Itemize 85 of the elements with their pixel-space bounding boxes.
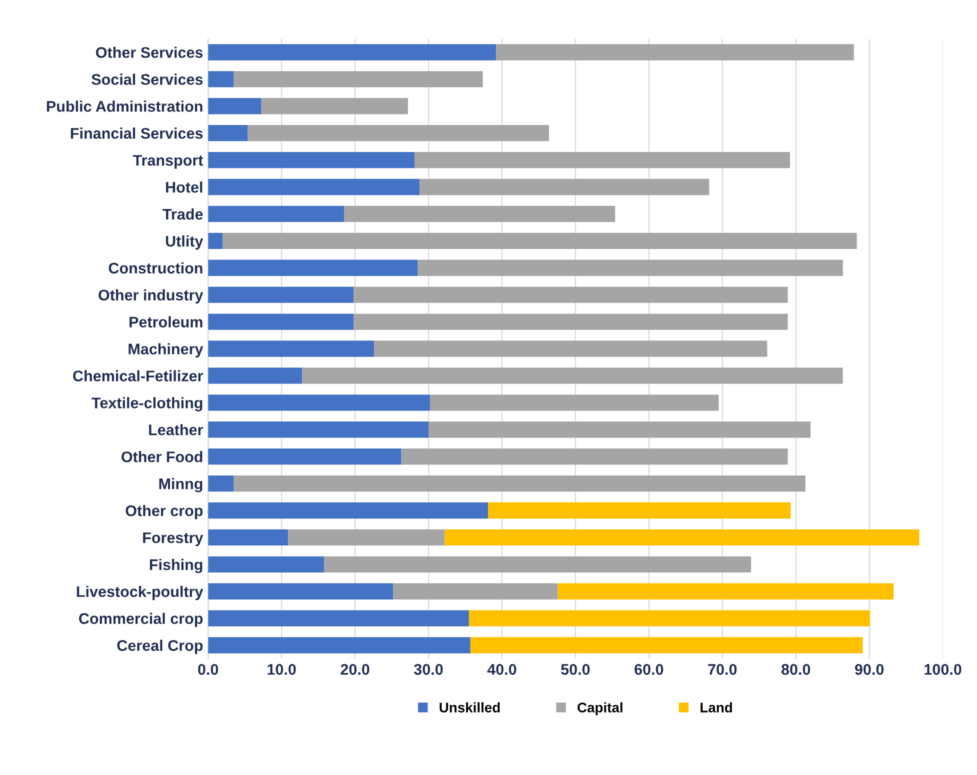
bar — [414, 152, 790, 168]
bar — [208, 260, 418, 276]
bar — [222, 232, 857, 250]
y-tick-label: Other crop — [126, 504, 203, 520]
y-tick-label: Leather — [149, 424, 204, 436]
bar — [208, 583, 394, 600]
bar — [302, 368, 843, 384]
bar — [417, 260, 843, 276]
bar — [261, 98, 408, 114]
bar — [208, 475, 234, 492]
bar — [208, 368, 302, 384]
x-tick-label: 70.0 — [708, 664, 737, 675]
bar — [430, 394, 719, 411]
bar — [324, 556, 752, 572]
bar — [248, 125, 550, 142]
y-tick-label: Social Services — [92, 74, 203, 85]
bar — [234, 475, 806, 492]
bar — [496, 44, 854, 60]
bar — [558, 583, 894, 600]
bar — [208, 71, 234, 88]
bar — [468, 610, 870, 626]
y-tick-label: Chemical-Fetilizer — [73, 370, 204, 382]
legend-label: Capital — [578, 702, 622, 716]
bar — [208, 556, 324, 572]
legend-label: Land — [700, 702, 732, 712]
bar — [393, 583, 558, 600]
legend-label: Unskilled — [440, 702, 500, 712]
y-tick-label: Minng — [159, 478, 202, 492]
bar — [208, 178, 420, 196]
bar — [428, 422, 811, 438]
bar — [288, 529, 445, 546]
x-tick-label: 20.0 — [340, 664, 370, 675]
bar — [354, 314, 788, 330]
x-tick-label: 60.0 — [634, 664, 664, 675]
y-tick-label: Fishing — [150, 558, 202, 574]
bar — [234, 71, 483, 88]
y-tick-label: Public Administration — [46, 100, 202, 112]
bar — [420, 178, 710, 196]
bar — [208, 152, 415, 168]
bar — [208, 422, 429, 438]
y-tick-label: Machinery — [128, 343, 204, 358]
y-tick-label: Financial Services — [70, 128, 203, 139]
bar — [208, 610, 469, 626]
bar — [208, 286, 354, 303]
x-tick-label: 90.0 — [855, 664, 884, 675]
x-tick-label: 100.0 — [924, 664, 962, 675]
y-tick-label: Trade — [162, 208, 203, 220]
y-tick-label: Construction — [108, 262, 202, 274]
y-tick-label: Commercial crop — [79, 612, 203, 628]
bar — [374, 340, 768, 357]
x-tick-label: 0.0 — [198, 664, 218, 675]
bar — [208, 448, 402, 465]
bar — [208, 340, 374, 357]
y-tick-label: Other Food — [122, 451, 202, 462]
bar — [208, 637, 470, 654]
bar — [208, 502, 488, 519]
bar — [470, 637, 863, 654]
y-tick-label: Other industry — [98, 289, 204, 304]
x-tick-label: 10.0 — [268, 664, 296, 675]
x-tick-label: 80.0 — [781, 664, 810, 675]
bar — [488, 502, 791, 519]
bar — [208, 394, 430, 411]
bar — [208, 232, 223, 250]
bar — [208, 529, 288, 546]
x-tick-label: 50.0 — [561, 664, 590, 675]
y-tick-label: Other Services — [96, 46, 203, 58]
x-tick-label: 30.0 — [414, 664, 443, 675]
y-tick-label: Hotel — [166, 181, 202, 193]
y-tick-label: Utlity — [166, 235, 204, 250]
y-tick-label: Cereal Crop — [117, 640, 203, 654]
y-tick-label: Petroleum — [130, 316, 202, 328]
x-tick-label: 40.0 — [487, 664, 516, 675]
bar — [208, 314, 354, 330]
y-tick-label: Forestry — [143, 532, 204, 546]
bar — [444, 529, 920, 546]
y-tick-label: Livestock-poultry — [76, 586, 204, 600]
bar — [344, 206, 616, 222]
bar — [208, 206, 344, 222]
bar — [208, 98, 261, 114]
bar — [401, 448, 788, 465]
y-tick-label: Transport — [132, 155, 204, 169]
bar — [208, 44, 496, 60]
bar — [208, 125, 248, 142]
y-tick-label: Textile-clothing — [92, 397, 202, 412]
bar — [354, 286, 788, 303]
